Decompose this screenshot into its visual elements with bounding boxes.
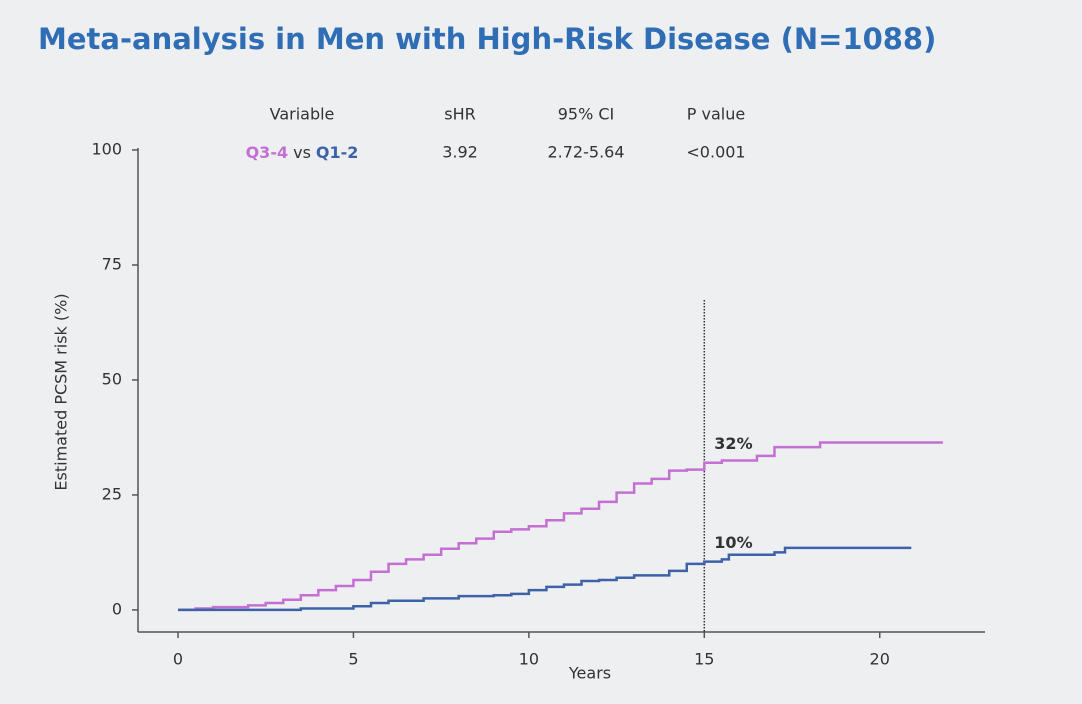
table-header: P value [687,105,745,124]
variable-cell: Q3-4 vs Q1-2 [246,143,359,162]
table-header: sHR [444,105,475,124]
variable-part: vs [293,143,311,162]
x-tick-label: 20 [870,650,890,669]
step-line [177,546,912,612]
x-tick-label: 10 [519,650,539,669]
y-tick-label: 75 [102,254,122,273]
variable-part: Q3-4 [246,143,289,162]
variable-part: Q1-2 [316,143,359,162]
y-tick-label: 0 [112,599,122,618]
step-line [177,441,943,612]
x-tick-label: 5 [348,650,358,669]
table-header: 95% CI [558,105,615,124]
y-axis-label: Estimated PCSM risk (%) [52,293,71,490]
table-header: Variable [270,105,335,124]
y-tick-label: 100 [91,140,122,159]
x-tick-label: 0 [173,650,183,669]
y-tick-label: 25 [102,484,122,503]
end-label: 32% [714,434,752,453]
x-tick-label: 15 [694,650,714,669]
table-cell: <0.001 [686,143,745,162]
table-cell: 2.72-5.64 [547,143,624,162]
end-label: 10% [714,533,752,552]
chart-title: Meta-analysis in Men with High-Risk Dise… [38,22,936,56]
x-axis-label: Years [568,664,611,683]
table-cell: 3.92 [442,143,478,162]
y-tick-label: 50 [102,369,122,388]
